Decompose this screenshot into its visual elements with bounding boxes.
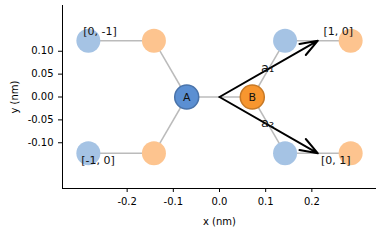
svg-text:-0.1: -0.1 [164, 196, 184, 207]
svg-text:[0, 1]: [0, 1] [321, 154, 351, 167]
svg-text:x (nm): x (nm) [203, 216, 236, 227]
svg-text:0.05: 0.05 [31, 68, 53, 79]
svg-text:[1, 0]: [1, 0] [323, 25, 353, 38]
svg-text:0.1: 0.1 [258, 196, 274, 207]
svg-text:y (nm): y (nm) [9, 80, 20, 113]
svg-text:a₁: a₁ [261, 60, 274, 75]
svg-text:-0.10: -0.10 [28, 137, 54, 148]
svg-text:0.0: 0.0 [212, 196, 228, 207]
svg-text:0.2: 0.2 [304, 196, 320, 207]
svg-text:-0.2: -0.2 [117, 196, 137, 207]
svg-text:a₂: a₂ [261, 115, 274, 130]
svg-text:0.10: 0.10 [31, 45, 53, 56]
svg-text:0.00: 0.00 [31, 91, 53, 102]
svg-text:[0, -1]: [0, -1] [83, 25, 117, 38]
svg-text:B: B [249, 91, 257, 104]
svg-text:[-1, 0]: [-1, 0] [81, 154, 115, 167]
svg-text:A: A [183, 91, 191, 104]
svg-text:-0.05: -0.05 [28, 114, 54, 125]
